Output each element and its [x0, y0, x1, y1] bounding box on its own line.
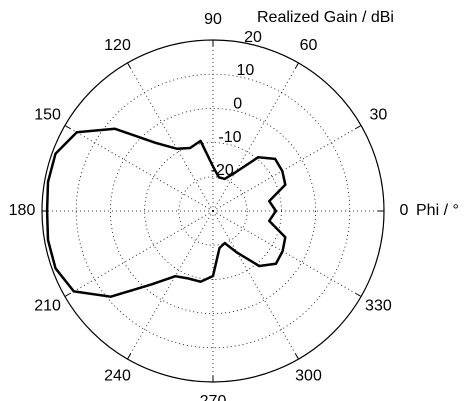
grid-spoke	[64, 210, 214, 297]
theta-tick-label: 270	[200, 393, 227, 401]
theta-tick	[64, 125, 71, 129]
grid-spoke	[212, 210, 362, 297]
theta-tick-label: 240	[104, 368, 131, 385]
theta-tick	[64, 293, 71, 297]
outer-ring	[41, 39, 385, 383]
grid-spoke	[212, 62, 299, 212]
theta-tick-label: 0	[400, 202, 409, 219]
grid-ring	[110, 108, 316, 314]
theta-tick	[355, 125, 362, 129]
theta-tick-label: 210	[34, 298, 61, 315]
grid-spoke	[127, 62, 214, 212]
theta-tick-label: 300	[295, 368, 322, 385]
chart-title: Realized Gain / dBi	[257, 9, 394, 26]
theta-tick	[295, 62, 299, 69]
theta-tick-label: 90	[204, 11, 222, 28]
theta-tick-label: 180	[9, 202, 36, 219]
theta-axis-label: Phi / °	[416, 202, 459, 219]
grid-spoke	[212, 210, 299, 360]
grid-spoke	[212, 125, 362, 212]
theta-tick	[127, 353, 131, 360]
grid-spoke	[127, 210, 214, 360]
r-tick-label: -10	[218, 129, 241, 146]
theta-tick-label: 60	[300, 37, 318, 54]
theta-tick-label: 150	[34, 107, 61, 124]
theta-tick-label: 330	[365, 298, 392, 315]
theta-tick	[355, 293, 362, 297]
grid-ring	[178, 176, 248, 246]
grid-spoke	[64, 125, 214, 212]
theta-tick-label: 30	[370, 107, 388, 124]
gain-curve	[45, 127, 287, 298]
theta-tick	[295, 353, 299, 360]
theta-tick-label: 120	[104, 37, 131, 54]
r-tick-label: 10	[236, 62, 254, 79]
r-tick-label: 20	[244, 29, 262, 46]
theta-tick	[127, 62, 131, 69]
r-tick-label: 0	[233, 95, 242, 112]
